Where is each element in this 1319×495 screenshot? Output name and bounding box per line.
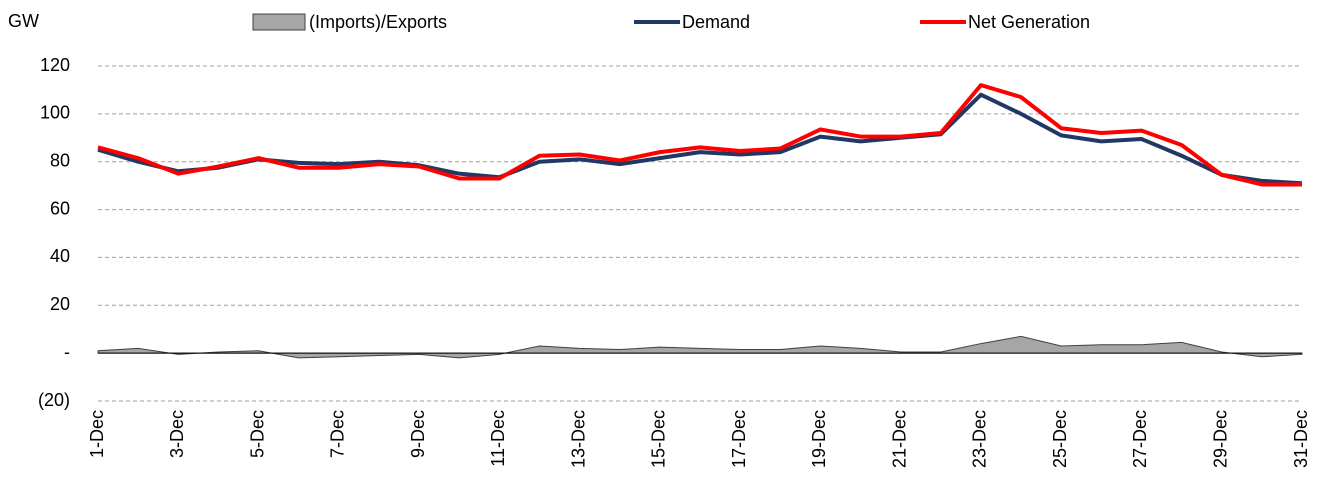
legend-label: Net Generation (968, 12, 1090, 32)
x-tick-label: 5-Dec (247, 410, 267, 458)
line (97, 83, 1302, 187)
x-tick-label: 29-Dec (1210, 410, 1230, 468)
x-tick-label: 7-Dec (328, 410, 348, 458)
x-tick-label: 15-Dec (649, 410, 669, 468)
x-tick-label: 9-Dec (408, 410, 428, 458)
legend-swatch (252, 13, 306, 31)
area (97, 335, 1303, 359)
legend-label: (Imports)/Exports (309, 12, 447, 32)
x-tick-label: 31-Dec (1291, 410, 1311, 468)
x-tick-label: 13-Dec (568, 410, 588, 468)
legend-label: Demand (682, 12, 750, 32)
x-tick-label: 23-Dec (970, 410, 990, 468)
y-tick-label: 80 (50, 150, 70, 170)
y-tick-label: - (64, 342, 70, 362)
x-tick-label: 27-Dec (1130, 410, 1150, 468)
y-tick-label: 60 (50, 198, 70, 218)
y-tick-label: 40 (50, 246, 70, 266)
x-tick-label: 17-Dec (729, 410, 749, 468)
x-tick-label: 3-Dec (167, 410, 187, 458)
x-tick-label: 1-Dec (87, 410, 107, 458)
x-tick-label: 21-Dec (889, 410, 909, 468)
y-axis-unit: GW (8, 11, 39, 31)
y-tick-label: (20) (38, 390, 70, 410)
x-tick-label: 19-Dec (809, 410, 829, 468)
x-tick-label: 25-Dec (1050, 410, 1070, 468)
x-tick-label: 11-Dec (488, 410, 508, 467)
y-tick-label: 100 (40, 103, 70, 123)
line (97, 92, 1303, 186)
y-tick-label: 20 (50, 294, 70, 314)
y-tick-label: 120 (40, 55, 70, 75)
